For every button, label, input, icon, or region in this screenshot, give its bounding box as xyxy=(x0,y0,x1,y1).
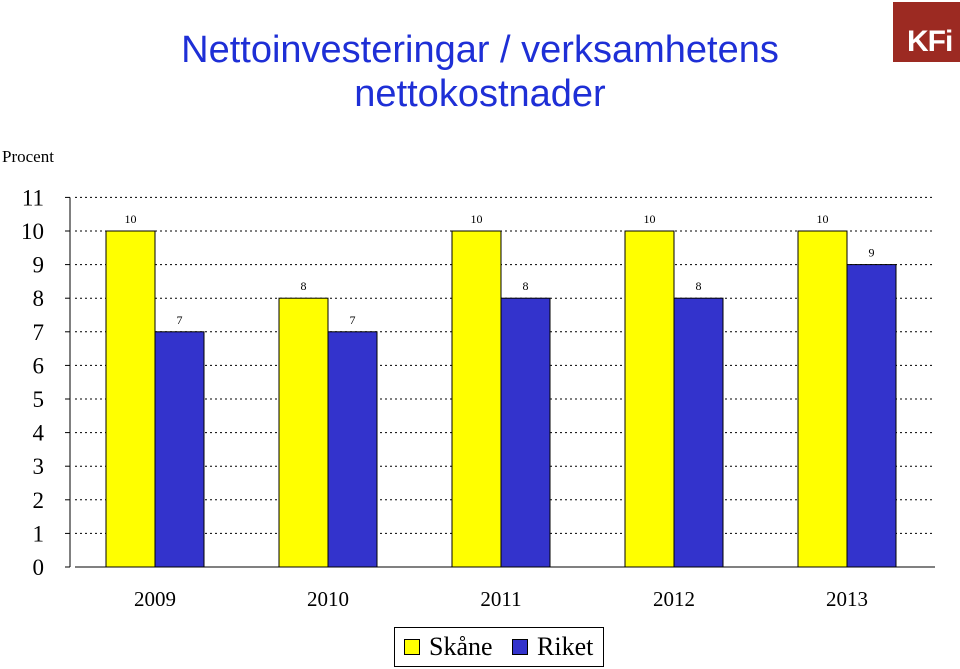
y-tick-label: 0 xyxy=(33,555,45,580)
data-label: 9 xyxy=(869,246,875,260)
y-tick-label: 10 xyxy=(21,219,44,244)
bar-riket-2010 xyxy=(327,331,378,568)
bar-skane-2012 xyxy=(624,230,675,568)
legend-swatch-skane xyxy=(404,639,420,655)
y-tick-label: 5 xyxy=(33,387,45,412)
chart-title: Nettoinvesteringar / verksamhetens netto… xyxy=(181,29,779,115)
data-label: 10 xyxy=(125,212,137,226)
legend-label-riket: Riket xyxy=(537,632,594,661)
bar-riket-2011 xyxy=(500,297,551,568)
bar-riket-2013 xyxy=(846,264,897,568)
data-label: 8 xyxy=(696,279,702,293)
y-tick-label: 7 xyxy=(33,320,45,345)
x-tick-label: 2011 xyxy=(480,587,521,611)
kfi-logo: KFi xyxy=(893,2,960,62)
bar-skane-2010 xyxy=(278,297,329,568)
data-label: 8 xyxy=(523,279,529,293)
y-tick-label: 4 xyxy=(33,421,45,446)
y-tick-labels: 0 1 2 3 4 5 6 7 8 9 10 11 xyxy=(21,185,45,580)
bar-riket-2009 xyxy=(154,331,205,568)
x-tick-label: 2012 xyxy=(653,587,695,611)
y-tick-label: 6 xyxy=(33,353,45,378)
y-axis-label: Procent xyxy=(2,147,54,166)
y-tick-label: 8 xyxy=(33,286,45,311)
x-tick-labels: 2009 2010 2011 2012 2013 xyxy=(134,587,868,611)
y-tick-label: 1 xyxy=(33,521,45,546)
x-tick-label: 2009 xyxy=(134,587,176,611)
y-tick-label: 3 xyxy=(33,454,45,479)
x-tick-label: 2010 xyxy=(307,587,349,611)
data-label: 7 xyxy=(177,313,183,327)
bar-skane-2009 xyxy=(105,230,156,568)
data-label: 8 xyxy=(301,279,307,293)
data-labels: 10 7 8 7 10 8 10 8 10 9 xyxy=(125,212,875,327)
data-label: 10 xyxy=(471,212,483,226)
bar-skane-2013 xyxy=(797,230,848,568)
data-label: 10 xyxy=(644,212,656,226)
x-tick-label: 2013 xyxy=(826,587,868,611)
bar-riket-2012 xyxy=(673,297,724,568)
logo-text: KFi xyxy=(907,25,953,58)
y-tick-label: 11 xyxy=(22,185,44,210)
data-label: 10 xyxy=(817,212,829,226)
y-tick-label: 9 xyxy=(33,253,45,278)
bars xyxy=(105,230,897,568)
legend: Skåne Riket xyxy=(394,627,604,667)
y-tick-label: 2 xyxy=(33,488,45,513)
bar-skane-2011 xyxy=(451,230,502,568)
legend-label-skane: Skåne xyxy=(429,632,493,661)
data-label: 7 xyxy=(350,313,356,327)
legend-swatch-riket xyxy=(512,639,528,655)
